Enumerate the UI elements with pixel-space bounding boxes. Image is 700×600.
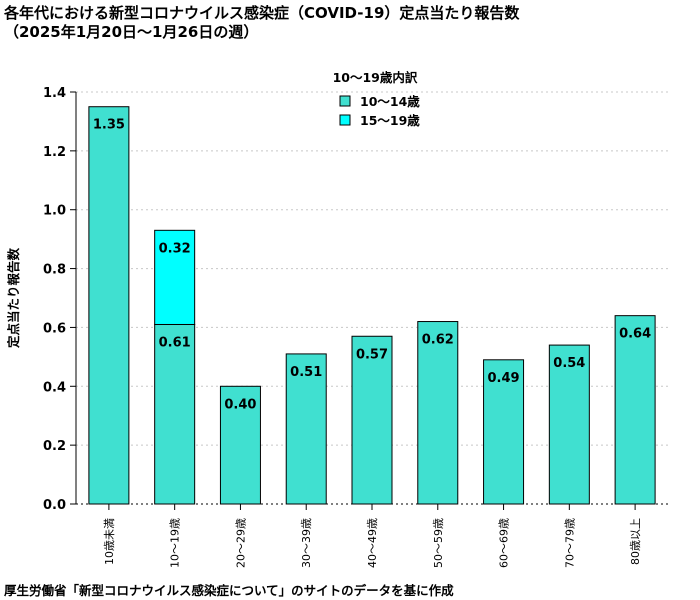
y-tick-label: 0.2 (43, 439, 66, 454)
bar-value-label: 0.61 (159, 335, 191, 350)
x-tick-label: 10歳未満 (103, 518, 116, 565)
y-tick-label: 0.8 (43, 263, 66, 278)
bar (417, 321, 459, 505)
bar-value-label: 0.54 (553, 356, 585, 371)
bar-value-label: 0.62 (422, 333, 454, 348)
bar-value-label: 1.35 (93, 118, 125, 133)
bar (483, 359, 525, 505)
bar-value-label: 0.40 (224, 397, 256, 412)
legend-swatch-15-19 (339, 114, 351, 126)
bar-value-label: 0.64 (619, 327, 651, 342)
y-tick-label: 0.6 (43, 321, 66, 336)
x-tick-label: 70〜79歳 (563, 518, 576, 568)
y-tick-label: 0.4 (43, 380, 66, 395)
legend: 10〜19歳内訳 10〜14歳 15〜19歳 (333, 70, 421, 128)
x-tick-label: 50〜59歳 (432, 518, 445, 568)
x-tick-label: 20〜29歳 (234, 518, 247, 568)
source-note: 厚生労働省「新型コロナウイルス感染症について」のサイトのデータを基に作成 (4, 583, 454, 598)
x-tick-label: 30〜39歳 (300, 518, 313, 568)
bar-value-label: 0.49 (488, 371, 520, 386)
y-tick-label: 1.0 (43, 204, 66, 219)
bar (548, 344, 590, 505)
bar-value-label: 0.51 (290, 365, 322, 380)
bar-segment-15-19 (154, 229, 196, 325)
bar-chart: 1.350.610.320.400.510.570.620.490.540.64… (6, 70, 668, 568)
bar (285, 353, 327, 505)
bar (88, 106, 130, 505)
x-tick-label: 80歳以上 (629, 518, 642, 565)
y-tick-label: 0.0 (43, 498, 66, 513)
chart-title-line1: 各年代における新型コロナウイルス感染症（COVID-19）定点当たり報告数 (4, 4, 520, 22)
y-tick-label: 1.4 (43, 86, 66, 101)
legend-label-10-14: 10〜14歳 (360, 94, 420, 109)
x-tick-label: 10〜19歳 (169, 518, 182, 568)
legend-label-15-19: 15〜19歳 (360, 113, 420, 128)
x-tick-label: 40〜49歳 (366, 518, 379, 568)
y-axis-label: 定点当たり報告数 (6, 248, 21, 350)
bar (154, 323, 196, 505)
bar-segment-value-label: 0.32 (159, 241, 191, 256)
chart-title: 各年代における新型コロナウイルス感染症（COVID-19）定点当たり報告数 （2… (4, 4, 519, 42)
chart-title-line2: （2025年1月20日〜1月26日の週） (4, 23, 259, 41)
legend-swatch-10-14 (339, 95, 351, 107)
x-axis: 10歳未満 10〜19歳 20〜29歳 30〜39歳 40〜49歳 50〜59歳 60〜69… (103, 504, 642, 568)
bar-value-label: 0.57 (356, 347, 388, 362)
x-tick-label: 60〜69歳 (498, 518, 511, 568)
legend-title: 10〜19歳内訳 (333, 70, 418, 85)
bars: 1.35 0.61 0.32 0.40 0.51 0.57 0.62 0.49 0.54 0.64 (88, 106, 656, 505)
bar (614, 315, 656, 505)
y-tick-label: 1.2 (43, 145, 66, 160)
bar (219, 385, 261, 505)
